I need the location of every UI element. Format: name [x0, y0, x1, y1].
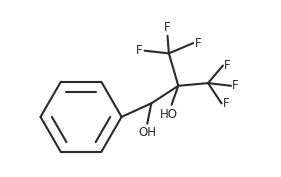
Text: F: F: [224, 59, 231, 72]
Text: F: F: [232, 79, 239, 92]
Text: F: F: [136, 44, 142, 57]
Text: OH: OH: [138, 126, 156, 139]
Text: F: F: [194, 37, 201, 50]
Text: HO: HO: [160, 108, 178, 121]
Text: F: F: [223, 97, 230, 110]
Text: F: F: [164, 21, 171, 35]
